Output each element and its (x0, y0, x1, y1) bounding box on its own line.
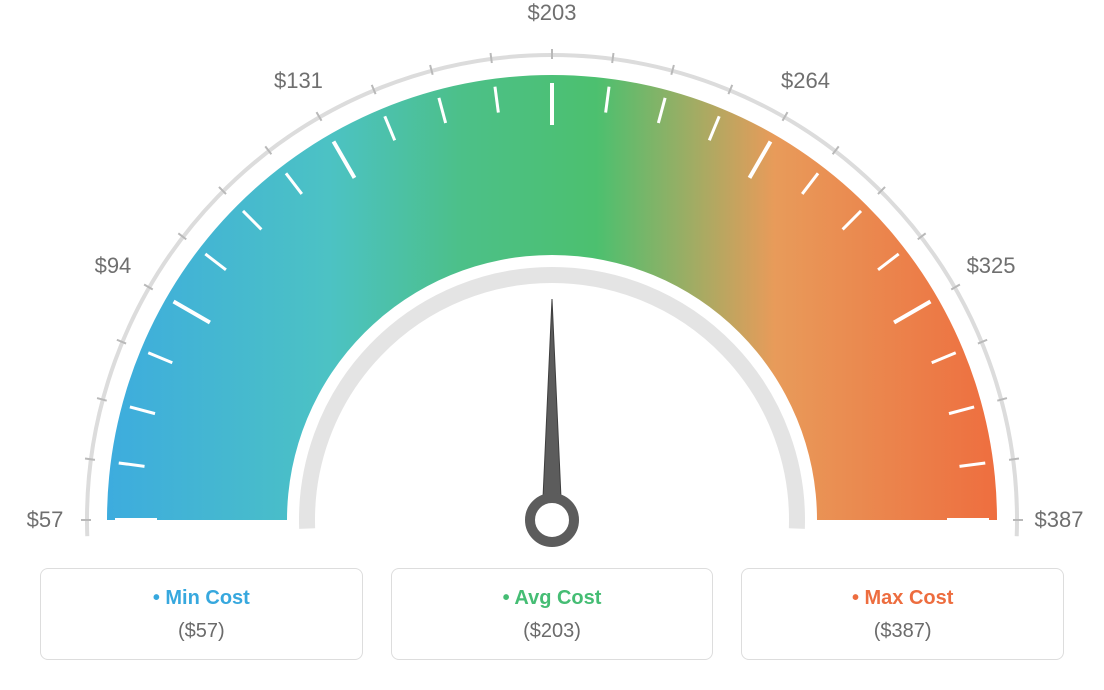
legend-avg-value: ($203) (402, 620, 703, 643)
legend-max-value: ($387) (752, 620, 1053, 643)
outer-tick (612, 53, 613, 63)
outer-tick (997, 398, 1007, 401)
outer-tick (491, 53, 492, 63)
gauge-tick-label: $203 (528, 0, 577, 26)
gauge-tick-label: $131 (274, 68, 323, 94)
gauge-svg (0, 0, 1104, 560)
gauge-tick-label: $264 (781, 68, 830, 94)
legend-min-value: ($57) (51, 620, 352, 643)
legend-row: Min Cost ($57) Avg Cost ($203) Max Cost … (0, 568, 1104, 680)
gauge-tick-label: $94 (95, 253, 132, 279)
outer-tick (97, 398, 107, 401)
outer-tick (85, 459, 95, 460)
gauge-tick-label: $57 (27, 507, 64, 533)
legend-card-avg: Avg Cost ($203) (391, 568, 714, 660)
legend-avg-label: Avg Cost (402, 587, 703, 610)
cost-gauge-chart: $57 $94 $131 $203 $264 $325 $387 (0, 0, 1104, 560)
gauge-tick-label: $325 (967, 253, 1016, 279)
legend-card-max: Max Cost ($387) (741, 568, 1064, 660)
outer-tick (671, 65, 674, 75)
gauge-tick-label: $387 (1035, 507, 1084, 533)
outer-tick (430, 65, 433, 75)
legend-max-label: Max Cost (752, 587, 1053, 610)
gauge-needle (542, 299, 562, 520)
legend-min-label: Min Cost (51, 587, 352, 610)
gauge-hub (530, 498, 574, 542)
legend-card-min: Min Cost ($57) (40, 568, 363, 660)
outer-tick (1009, 459, 1019, 460)
